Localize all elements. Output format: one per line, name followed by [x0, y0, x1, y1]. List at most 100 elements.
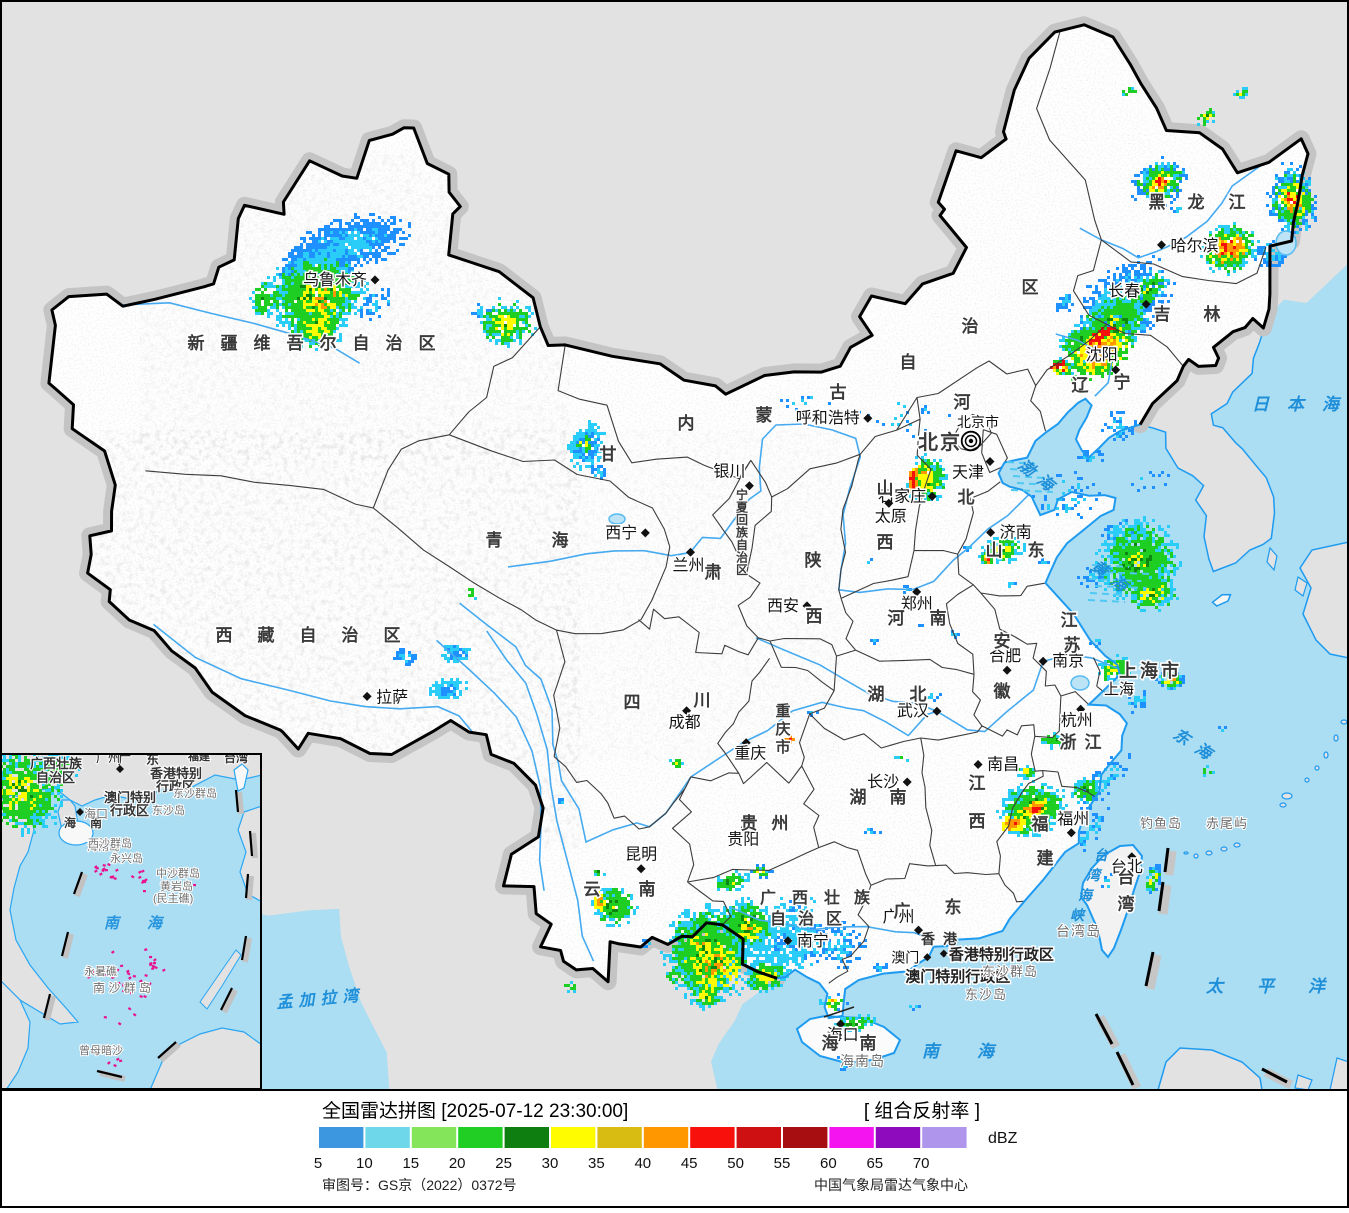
svg-text:自: 自: [900, 352, 917, 372]
svg-text:治: 治: [962, 316, 979, 336]
svg-text:上海市: 上海市: [1119, 660, 1182, 681]
svg-text:广: 广: [894, 901, 911, 921]
svg-text:南: 南: [639, 879, 656, 899]
svg-text:建: 建: [1037, 848, 1054, 868]
svg-text:海口: 海口: [827, 1026, 859, 1044]
svg-text:海: 海: [1078, 887, 1095, 903]
svg-text:海南岛: 海南岛: [87, 839, 120, 853]
svg-text:广州: 广州: [96, 751, 120, 765]
svg-text:中国气象局雷达气象中心: 中国气象局雷达气象中心: [814, 1177, 968, 1193]
svg-text:台北: 台北: [1111, 858, 1143, 876]
svg-text:行政区: 行政区: [155, 779, 195, 794]
svg-text:太原: 太原: [875, 507, 907, 525]
svg-text:西: 西: [969, 812, 986, 831]
svg-text:天津: 天津: [952, 463, 984, 481]
svg-text:自: 自: [736, 537, 748, 552]
svg-text:自治区: 自治区: [36, 770, 75, 785]
svg-text:乌鲁木齐: 乌鲁木齐: [303, 271, 367, 289]
svg-text:江: 江: [969, 774, 986, 793]
svg-text:曾母暗沙: 曾母暗沙: [79, 1043, 123, 1057]
svg-text:江: 江: [1085, 733, 1102, 752]
svg-text:西: 西: [792, 889, 808, 907]
svg-text:尔: 尔: [320, 333, 337, 353]
svg-text:福建: 福建: [187, 749, 211, 763]
svg-text:龙: 龙: [1187, 192, 1205, 212]
svg-text:海: 海: [64, 815, 76, 830]
svg-text:澳门: 澳门: [891, 949, 919, 965]
svg-text:族: 族: [854, 888, 871, 907]
svg-text:陕: 陕: [805, 550, 822, 570]
svg-text:甘: 甘: [600, 444, 617, 464]
svg-text:武汉: 武汉: [897, 702, 929, 720]
svg-text:海南岛: 海南岛: [840, 1053, 885, 1069]
svg-text:宁: 宁: [1114, 372, 1131, 392]
svg-text:兰州: 兰州: [672, 556, 704, 574]
svg-text:福州: 福州: [1057, 810, 1089, 828]
svg-text:30: 30: [542, 1155, 559, 1172]
svg-text:黄岩岛: 黄岩岛: [160, 879, 193, 893]
svg-text:澳门特别: 澳门特别: [104, 790, 156, 805]
svg-text:香: 香: [920, 931, 936, 947]
svg-text:四: 四: [624, 693, 641, 712]
svg-text:日本海: 日本海: [1252, 395, 1349, 414]
svg-text:区: 区: [384, 626, 401, 645]
svg-text:川: 川: [693, 691, 711, 710]
svg-text:区: 区: [419, 334, 436, 353]
svg-text:浙: 浙: [1060, 732, 1077, 752]
svg-text:永兴岛: 永兴岛: [110, 851, 143, 865]
svg-text:65: 65: [866, 1155, 883, 1172]
svg-text:钓鱼岛: 钓鱼岛: [1140, 816, 1182, 831]
svg-text:南: 南: [890, 787, 907, 807]
svg-text:全国雷达拼图 [2025-07-12 23:30:00]: 全国雷达拼图 [2025-07-12 23:30:00]: [322, 1100, 628, 1122]
svg-text:区: 区: [1022, 278, 1039, 297]
svg-text:广州: 广州: [882, 908, 914, 926]
svg-text:东: 东: [146, 752, 159, 767]
svg-text:治: 治: [736, 550, 748, 565]
svg-text:台湾岛: 台湾岛: [1056, 923, 1101, 939]
svg-text:太平洋: 太平洋: [1205, 977, 1349, 996]
svg-text:湾: 湾: [1086, 867, 1103, 883]
svg-text:北: 北: [910, 685, 927, 704]
svg-text:辽: 辽: [1072, 376, 1090, 395]
svg-text:区: 区: [826, 910, 842, 928]
svg-text:东沙群岛: 东沙群岛: [173, 786, 217, 800]
svg-text:北京: 北京: [918, 430, 962, 454]
svg-text:吉: 吉: [1154, 305, 1171, 324]
svg-text:成都: 成都: [669, 714, 701, 732]
svg-text:上海: 上海: [1104, 681, 1134, 698]
svg-text:河: 河: [888, 609, 905, 628]
svg-text:台湾: 台湾: [224, 750, 248, 765]
svg-text:昆明: 昆明: [625, 847, 657, 864]
svg-text:宁: 宁: [736, 487, 748, 502]
svg-text:藏: 藏: [258, 626, 275, 645]
svg-text:南: 南: [90, 815, 102, 830]
svg-text:中沙群岛: 中沙群岛: [156, 866, 200, 880]
svg-text:(民主礁): (民主礁): [153, 891, 193, 905]
svg-text:南昌: 南昌: [987, 756, 1019, 774]
svg-text:广: 广: [760, 888, 776, 907]
svg-text:澳门特别行政区: 澳门特别行政区: [905, 967, 1010, 985]
svg-text:夏: 夏: [736, 501, 749, 515]
svg-text:区: 区: [736, 563, 748, 577]
svg-text:自: 自: [770, 909, 786, 928]
svg-text:银川: 银川: [713, 463, 745, 481]
svg-text:山: 山: [877, 479, 894, 498]
svg-text:北京市: 北京市: [957, 414, 999, 430]
svg-text:治: 治: [342, 625, 359, 645]
svg-text:山: 山: [986, 541, 1003, 560]
svg-text:45: 45: [681, 1155, 698, 1172]
svg-text:沈阳: 沈阳: [1086, 346, 1118, 364]
svg-text:云: 云: [584, 880, 601, 899]
svg-text:林: 林: [1204, 304, 1221, 324]
svg-text:香港特别行政区: 香港特别行政区: [949, 946, 1054, 964]
svg-text:南 沙 群 岛: 南 沙 群 岛: [93, 980, 151, 995]
svg-text:苏: 苏: [1064, 635, 1081, 655]
svg-text:福: 福: [1031, 814, 1049, 834]
svg-text:贵: 贵: [741, 813, 758, 833]
svg-text:海: 海: [552, 530, 569, 550]
svg-text:70: 70: [913, 1155, 930, 1172]
svg-text:徽: 徽: [993, 681, 1012, 701]
svg-text:治: 治: [798, 909, 814, 928]
svg-text:北: 北: [958, 488, 975, 507]
svg-text:海口: 海口: [84, 806, 108, 821]
